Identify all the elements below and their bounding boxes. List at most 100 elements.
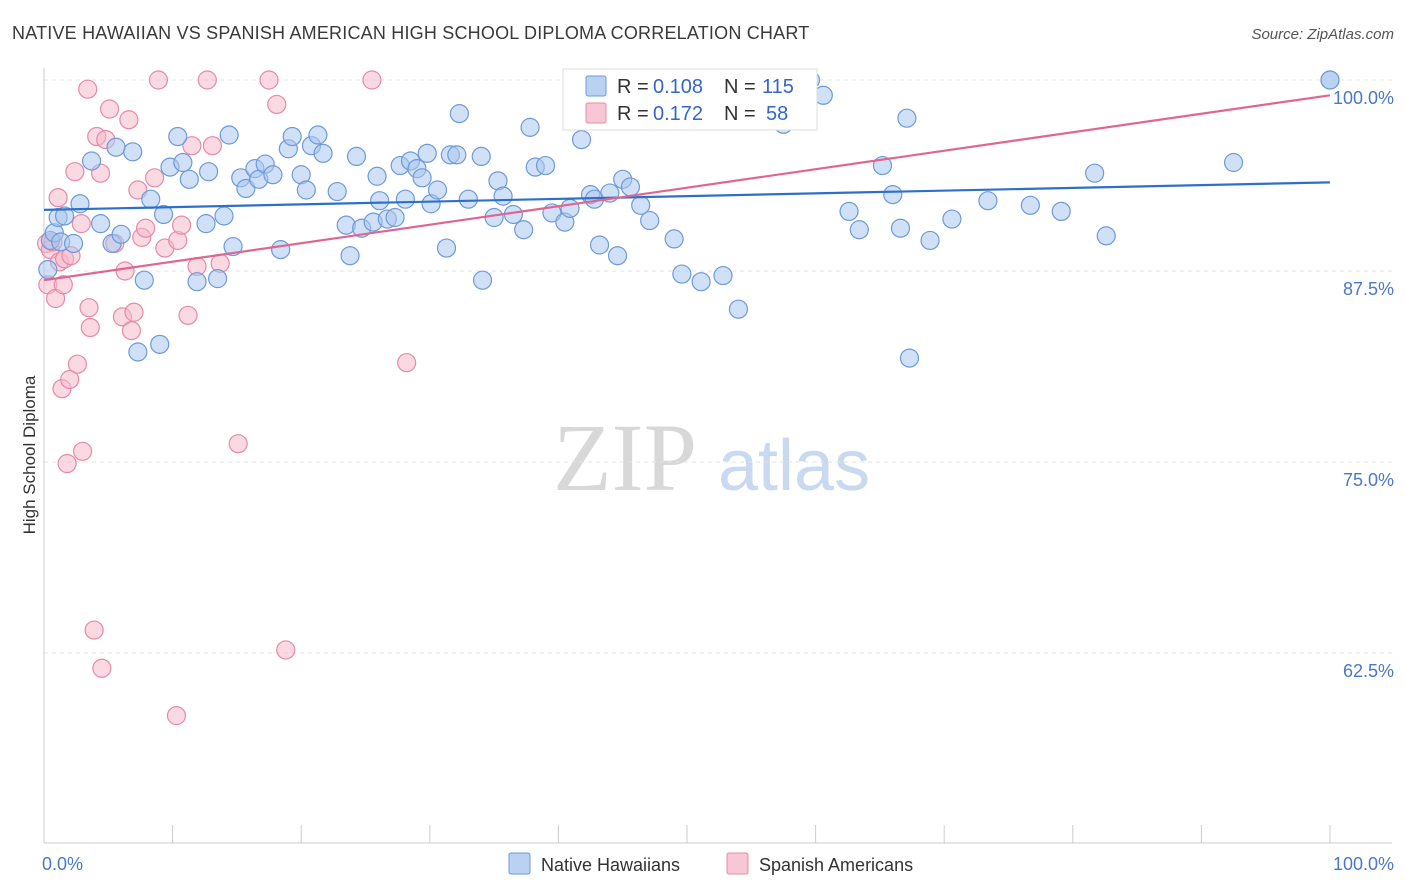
watermark-atlas: atlas — [718, 426, 870, 506]
data-point — [436, 238, 457, 258]
data-point — [182, 136, 202, 156]
data-point — [427, 180, 448, 200]
data-point — [259, 70, 279, 90]
data-point — [172, 215, 192, 235]
data-point — [199, 162, 219, 182]
chart-title: NATIVE HAWAIIAN VS SPANISH AMERICAN HIGH… — [12, 23, 809, 43]
data-point — [449, 104, 469, 124]
trend-line — [43, 94, 1331, 282]
data-point — [48, 188, 68, 208]
legend-r-label: R = — [617, 76, 649, 98]
legend-n-label: N = — [724, 103, 756, 125]
legend-r-value: 0.172 — [653, 103, 703, 125]
y-tick-label: 87.5% — [1343, 279, 1394, 299]
data-point — [362, 70, 382, 90]
data-point — [123, 142, 143, 162]
watermark-zip: ZIP — [553, 404, 697, 511]
data-point — [115, 261, 135, 281]
data-point — [883, 185, 903, 205]
data-point — [208, 269, 228, 289]
legend-label-spanish-americans: Spanish Americans — [759, 855, 913, 875]
data-point — [168, 126, 188, 147]
y-axis-title: High School Diploma — [20, 375, 39, 534]
data-point — [219, 125, 239, 145]
data-point — [106, 137, 126, 157]
data-point — [144, 168, 165, 188]
legend-n-label: N = — [724, 76, 756, 98]
data-point — [942, 209, 962, 229]
data-point — [271, 240, 291, 260]
x-tick-label: 100.0% — [1333, 854, 1394, 874]
y-tick-label: 62.5% — [1343, 661, 1394, 681]
data-point — [202, 136, 223, 156]
data-point — [128, 342, 148, 362]
stats-legend: R = 0.108 N = 115 R = 0.172 N = 58 — [562, 68, 818, 131]
legend-n-value: 115 — [762, 76, 794, 98]
data-point — [1020, 195, 1040, 215]
data-point — [571, 129, 592, 150]
data-point — [471, 146, 491, 166]
data-point — [111, 224, 131, 244]
legend-r-label: R = — [617, 103, 649, 125]
data-point — [276, 640, 296, 660]
chart-source: Source: ZipAtlas.com — [1251, 26, 1394, 43]
data-point — [412, 168, 432, 188]
data-point — [514, 220, 534, 240]
series-spanish-americans — [36, 70, 417, 726]
data-point — [589, 235, 610, 255]
data-point — [79, 298, 99, 318]
data-point — [493, 186, 513, 206]
data-point — [308, 125, 328, 145]
data-point — [72, 441, 93, 461]
data-point — [214, 206, 234, 226]
trend-lines — [43, 94, 1331, 282]
data-point — [57, 453, 77, 474]
data-point — [187, 272, 207, 292]
data-point — [153, 204, 174, 225]
data-point — [150, 334, 170, 354]
data-point — [53, 275, 73, 295]
data-point — [90, 214, 111, 234]
legend-swatch-native-hawaiians — [508, 852, 531, 875]
data-point — [620, 177, 641, 197]
data-point — [67, 354, 88, 374]
legend-r-value: 0.108 — [653, 76, 703, 98]
data-point — [346, 146, 367, 166]
data-point — [267, 94, 287, 115]
data-point — [228, 434, 248, 454]
data-point — [920, 230, 940, 251]
data-point — [691, 272, 711, 292]
data-point — [1223, 152, 1244, 173]
y-tick-label: 75.0% — [1343, 470, 1394, 490]
data-point — [92, 658, 112, 678]
data-point — [81, 151, 102, 171]
data-point — [78, 79, 98, 99]
data-point — [370, 191, 390, 211]
data-point — [1320, 70, 1340, 90]
data-point — [520, 117, 540, 137]
data-point — [327, 181, 347, 202]
data-point — [173, 152, 193, 173]
data-point — [179, 169, 199, 189]
data-point — [141, 189, 161, 209]
data-point — [282, 126, 302, 147]
y-tick-labels: 100.0% 87.5% 75.0% 62.5% — [1333, 88, 1394, 681]
data-point — [178, 305, 198, 325]
data-point — [899, 348, 920, 368]
data-point — [196, 214, 216, 234]
data-point — [367, 166, 387, 186]
data-point — [263, 165, 283, 185]
x-tick-label: 0.0% — [42, 854, 83, 874]
data-point — [84, 620, 104, 640]
y-tick-label: 100.0% — [1333, 88, 1394, 108]
data-point — [458, 189, 478, 209]
data-point — [664, 229, 684, 249]
data-point — [897, 108, 917, 128]
data-point — [134, 270, 154, 290]
data-point — [1085, 163, 1105, 183]
data-point — [395, 189, 415, 209]
data-point — [63, 233, 84, 254]
data-point — [472, 270, 493, 290]
trend-line — [43, 181, 1331, 211]
